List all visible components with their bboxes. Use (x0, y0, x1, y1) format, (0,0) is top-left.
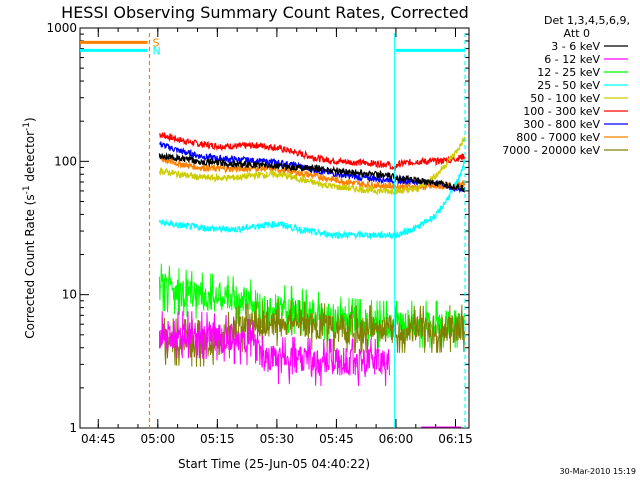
attenuator-label: N (152, 44, 160, 57)
legend-label: 12 - 25 keV (537, 66, 600, 79)
series-line (158, 154, 466, 193)
y-axis-label-sup1: -1 (22, 185, 32, 194)
y-tick-label: 10 (62, 288, 77, 302)
y-axis-label-part1: Corrected Count Rate (s (23, 194, 37, 338)
legend-header-line-2: Att 0 (564, 27, 590, 40)
y-tick-label: 1 (69, 421, 77, 435)
y-axis-label-sup2: -1 (22, 122, 32, 131)
legend-header-line-1: Det 1,3,4,5,6,9, (544, 14, 630, 27)
x-tick-label: 05:00 (141, 432, 176, 446)
x-tick-label: 06:15 (438, 432, 473, 446)
series-line (158, 151, 466, 193)
series-line (159, 131, 466, 172)
series-line (158, 160, 466, 241)
series-layer (158, 131, 466, 387)
plot-frame (79, 27, 470, 429)
x-tick-label: 05:30 (260, 432, 295, 446)
attenuator-label: S (152, 36, 159, 49)
x-tick-label: 06:00 (379, 432, 414, 446)
y-axis-label: Corrected Count Rate (s-1 detector-1) (22, 117, 37, 338)
legend-label: 800 - 7000 keV (516, 131, 600, 144)
legend-label: 50 - 100 keV (530, 92, 600, 105)
legend-label: 100 - 300 keV (523, 105, 600, 118)
y-tick-label: 100 (54, 154, 77, 168)
y-tick-label: 1000 (46, 21, 77, 35)
x-tick-label: 04:45 (81, 432, 116, 446)
series-line (158, 298, 466, 367)
series-line (158, 311, 390, 387)
marker-layer: SN (80, 33, 466, 428)
legend-label: 300 - 800 keV (523, 118, 600, 131)
series-line (158, 136, 466, 197)
legend-label: 3 - 6 keV (551, 40, 600, 53)
legend-label: 7000 - 20000 keV (502, 144, 600, 157)
legend-label: 25 - 50 keV (537, 79, 600, 92)
x-ticks: 04:45 05:00 05:15 05:30 05:45 06:00 06:15 (81, 28, 473, 446)
x-tick-label: 05:45 (319, 432, 354, 446)
y-axis-label-part2: detector (23, 131, 37, 186)
x-axis-label: Start Time (25-Jun-05 04:40:22) (178, 457, 370, 471)
y-ticks: 1 10 100 1000 (46, 21, 469, 435)
timestamp: 30-Mar-2010 15:19 (560, 467, 637, 476)
y-axis-label-part3: ) (23, 117, 37, 122)
legend-label: 6 - 12 keV (544, 53, 600, 66)
x-tick-label: 05:15 (200, 432, 235, 446)
chart-title: HESSI Observing Summary Count Rates, Cor… (61, 3, 469, 22)
